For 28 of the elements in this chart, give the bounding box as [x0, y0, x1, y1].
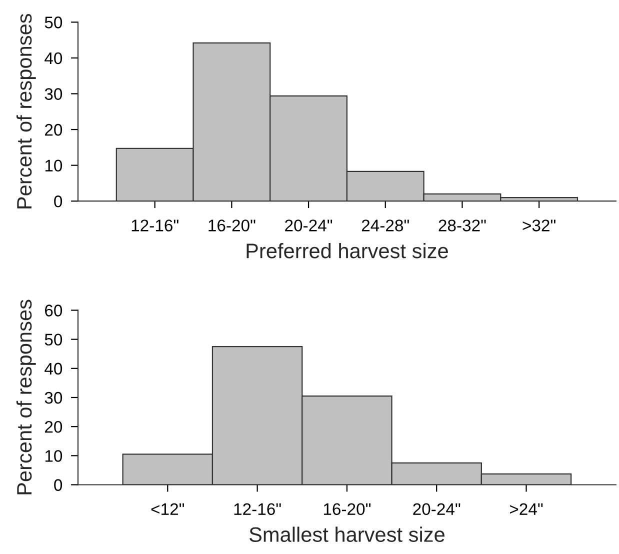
x-tick-label: >32": [522, 220, 556, 232]
y-tick-label: 10: [45, 450, 62, 462]
y-tick-label: 40: [44, 52, 62, 64]
x-tick-label: 12-16": [234, 503, 281, 516]
y-tick-label: 50: [44, 334, 62, 346]
y-tick-label: 0: [54, 479, 62, 491]
y-tick-label: 60: [45, 304, 62, 316]
x-tick-label: 28-32": [438, 220, 486, 232]
x-tick-label: <12": [151, 503, 184, 515]
x-axis-title: Preferred harvest size: [246, 243, 448, 258]
y-tick-label: 20: [45, 124, 62, 136]
x-tick-label: 20-24": [285, 220, 332, 232]
y-tick-label: 30: [44, 88, 62, 100]
x-tick-label: >24": [510, 503, 543, 515]
x-axis-title: Smallest harvest size: [249, 526, 444, 542]
y-tick-label: 50: [44, 16, 62, 28]
y-tick-label: 0: [54, 196, 62, 208]
y-tick-label: 40: [44, 362, 62, 375]
x-tick-label: 16-20": [208, 220, 256, 232]
x-tick-label: 20-24": [413, 503, 460, 516]
y-tick-label: 10: [45, 160, 62, 172]
y-tick-label: 20: [45, 420, 62, 433]
y-axis-title: Percent of responses: [16, 14, 36, 208]
y-tick-label: 30: [44, 392, 62, 404]
y-axis-title: Percent of responses: [16, 300, 36, 494]
x-tick-label: 24-28": [362, 220, 409, 232]
x-tick-label: 16-20": [324, 503, 371, 516]
x-tick-label: 12-16": [132, 220, 178, 232]
